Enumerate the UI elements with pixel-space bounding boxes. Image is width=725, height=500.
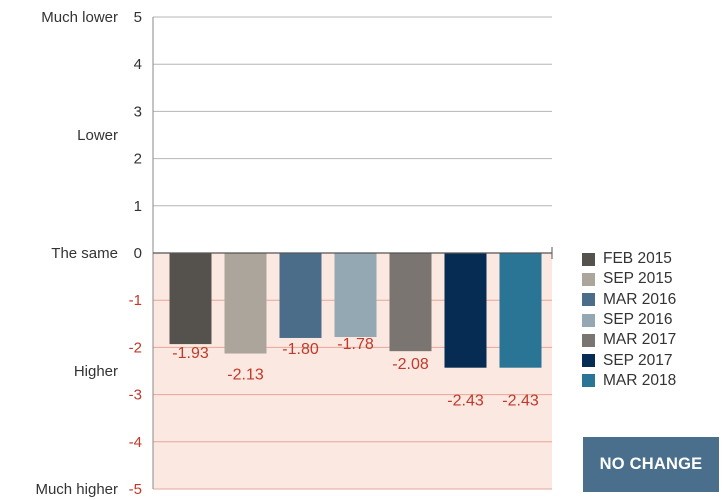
legend-label: SEP 2017 — [603, 351, 673, 369]
data-label: -2.43 — [447, 393, 484, 410]
legend-swatch — [582, 252, 595, 266]
legend-label: SEP 2016 — [603, 311, 673, 329]
legend-item: FEB 2015 — [582, 249, 676, 269]
legend-item: MAR 2017 — [582, 330, 676, 350]
legend-label: MAR 2016 — [603, 290, 677, 308]
no-change-badge: NO CHANGE — [583, 437, 719, 492]
data-label: -2.08 — [392, 356, 429, 373]
bar — [334, 253, 377, 338]
y-tick-label: 5 — [134, 9, 142, 26]
y-tick-label: 0 — [134, 245, 142, 262]
legend-swatch — [582, 374, 595, 388]
legend-swatch — [582, 313, 595, 327]
legend-swatch — [582, 354, 595, 368]
y-tick-label: -4 — [129, 434, 142, 451]
category-label: Higher — [74, 363, 118, 380]
bar — [389, 253, 432, 352]
legend-swatch — [582, 272, 595, 286]
legend-swatch — [582, 333, 595, 347]
chart-legend: FEB 2015 SEP 2015 MAR 2016 SEP 2016 MAR 2017… — [582, 249, 676, 391]
bar — [224, 253, 267, 354]
data-label: -1.80 — [282, 341, 319, 358]
category-label: Much lower — [41, 9, 118, 26]
y-tick-label: 4 — [134, 56, 142, 73]
legend-item: SEP 2017 — [582, 350, 676, 370]
data-label: -1.78 — [337, 336, 374, 353]
legend-item: MAR 2018 — [582, 371, 676, 391]
legend-label: FEB 2015 — [603, 250, 672, 268]
legend-item: MAR 2016 — [582, 290, 676, 310]
legend-label: SEP 2015 — [603, 270, 673, 288]
y-tick-label: 2 — [134, 151, 142, 168]
legend-item: SEP 2016 — [582, 310, 676, 330]
y-tick-label: -3 — [129, 387, 142, 404]
y-tick-label: 1 — [134, 198, 142, 215]
legend-swatch — [582, 293, 595, 307]
category-label: The same — [51, 245, 118, 262]
data-label: -1.93 — [172, 345, 209, 362]
y-tick-label: -1 — [129, 292, 142, 309]
category-label: Lower — [77, 127, 118, 144]
bar — [444, 253, 487, 368]
legend-label: MAR 2017 — [603, 331, 677, 349]
bar — [169, 253, 212, 345]
legend-item: SEP 2015 — [582, 269, 676, 289]
y-tick-label: 3 — [134, 103, 142, 120]
category-label: Much higher — [35, 481, 118, 498]
legend-label: MAR 2018 — [603, 371, 677, 389]
y-tick-label: -2 — [129, 339, 142, 356]
data-label: -2.13 — [227, 367, 264, 384]
bar — [279, 253, 322, 338]
data-label: -2.43 — [502, 393, 539, 410]
y-tick-label: -5 — [129, 481, 142, 498]
bar — [499, 253, 542, 368]
